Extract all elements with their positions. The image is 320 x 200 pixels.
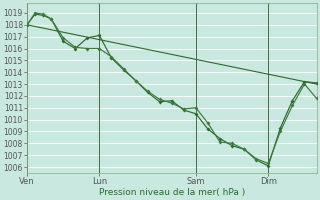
X-axis label: Pression niveau de la mer( hPa ): Pression niveau de la mer( hPa )	[99, 188, 245, 197]
